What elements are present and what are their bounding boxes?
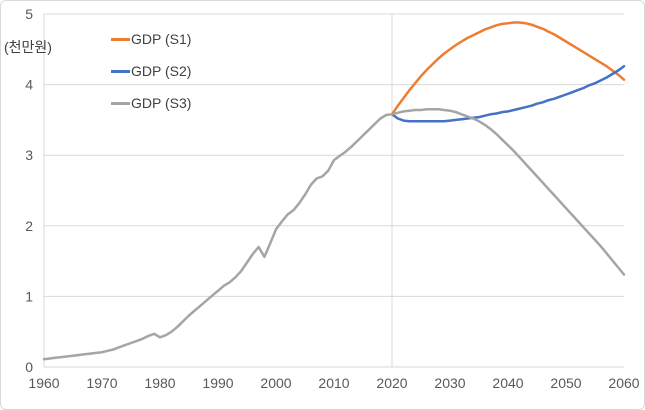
x-tick-label: 2020 (376, 375, 407, 391)
y-tick-label: 0 (25, 359, 33, 375)
legend-item-gdp-s3: GDP (S3) (111, 96, 191, 110)
series-line-gdp-s1 (390, 21, 626, 116)
x-tick-label: 2060 (608, 375, 639, 391)
x-tick-label: 1990 (202, 375, 233, 391)
x-tick-label: 2030 (434, 375, 465, 391)
x-tick-label: 2040 (492, 375, 523, 391)
legend: GDP (S1) GDP (S2) GDP (S3) (111, 32, 191, 110)
legend-line-swatch-s3 (111, 101, 130, 105)
legend-item-gdp-s2: GDP (S2) (111, 64, 191, 78)
x-tick-label: 1980 (144, 375, 175, 391)
legend-label-s1: GDP (S1) (131, 31, 192, 47)
x-tick-label: 2000 (260, 375, 291, 391)
x-tick-label: 2050 (550, 375, 581, 391)
series-line-gdp-s3 (42, 108, 626, 361)
legend-line-swatch-s2 (111, 69, 130, 73)
y-axis-unit-label: (천만원) (4, 39, 52, 55)
y-tick-label: 4 (25, 77, 33, 93)
series-line-gdp-s2 (390, 64, 626, 123)
y-tick-label: 1 (25, 288, 33, 304)
x-tick-label: 2010 (318, 375, 349, 391)
x-tick-label: 1970 (86, 375, 117, 391)
legend-item-gdp-s1: GDP (S1) (111, 32, 191, 46)
y-tick-label: 5 (25, 6, 33, 22)
y-tick-label: 3 (25, 147, 33, 163)
x-tick-label: 1960 (28, 375, 59, 391)
legend-label-s2: GDP (S2) (131, 63, 192, 79)
y-tick-label: 2 (25, 218, 33, 234)
legend-line-swatch-s1 (111, 37, 130, 41)
legend-label-s3: GDP (S3) (131, 95, 192, 111)
